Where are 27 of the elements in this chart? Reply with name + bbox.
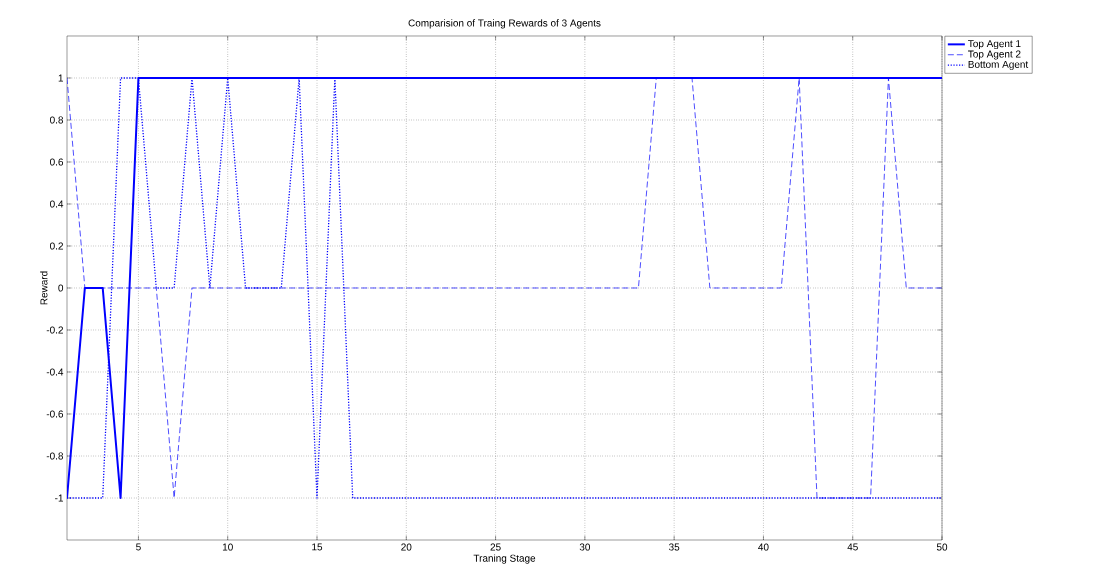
- x-tick-label: 10: [222, 543, 233, 551]
- legend-label: Bottom Agent: [968, 60, 1029, 70]
- y-tick-label: 1: [58, 74, 63, 82]
- y-tick-label: 0.6: [50, 158, 64, 166]
- y-tick-label: -0.6: [46, 410, 64, 418]
- legend-label: Top Agent 1: [968, 40, 1021, 50]
- x-tick-label: 40: [758, 543, 769, 551]
- x-tick-label: 45: [847, 543, 858, 551]
- y-tick-label: -1: [55, 494, 63, 502]
- chart-title: Comparision of Traing Rewards of 3 Agents: [408, 19, 601, 29]
- x-tick-label: 50: [936, 543, 948, 551]
- x-tick-label: 20: [401, 543, 412, 551]
- y-axis-title: Reward: [40, 271, 48, 305]
- x-tick-label: 30: [579, 543, 591, 551]
- x-tick-label: 25: [490, 543, 501, 551]
- legend-label: Top Agent 2: [968, 50, 1021, 60]
- y-tick-label: -0.4: [46, 368, 64, 376]
- x-tick-label: 5: [136, 543, 141, 551]
- y-tick-label: 0.4: [50, 200, 64, 208]
- y-tick-label: 0.8: [50, 116, 64, 124]
- x-axis-title: Traning Stage: [473, 554, 536, 564]
- x-tick-label: 15: [312, 543, 323, 551]
- y-tick-label: 0: [58, 284, 64, 292]
- y-tick-label: 0.2: [50, 242, 63, 250]
- x-tick-label: 35: [668, 543, 680, 551]
- y-tick-label: -0.8: [46, 452, 64, 460]
- y-tick-label: -0.2: [46, 326, 63, 334]
